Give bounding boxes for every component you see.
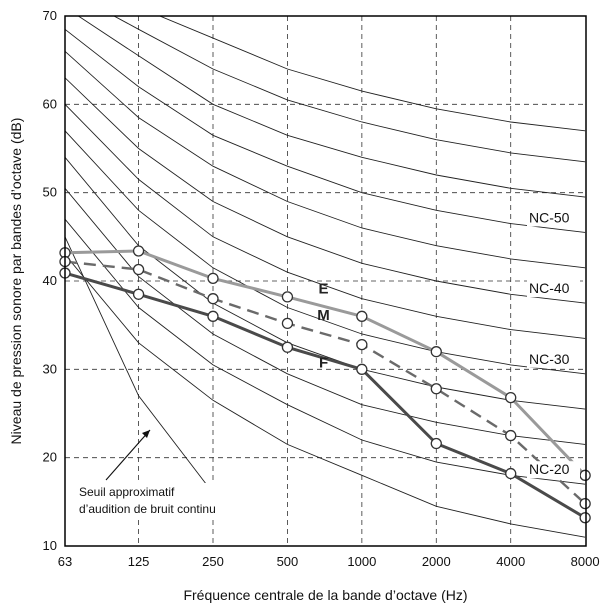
nc-curve bbox=[158, 16, 586, 132]
y-tick-label: 40 bbox=[43, 273, 57, 288]
x-tick-label: 1000 bbox=[347, 554, 376, 569]
data-point-F bbox=[430, 437, 442, 450]
x-tick-label: 4000 bbox=[496, 554, 525, 569]
x-tick-label: 63 bbox=[58, 554, 72, 569]
hearing-threshold-curve bbox=[65, 236, 214, 494]
hearing-threshold-line bbox=[65, 236, 214, 494]
nc-curve bbox=[65, 130, 586, 375]
data-point-M bbox=[207, 293, 219, 305]
data-point-M bbox=[430, 383, 442, 395]
series-label-F: F bbox=[319, 355, 328, 372]
nc-label: NC-30 bbox=[529, 351, 570, 367]
x-axis-title: Fréquence centrale de la bande d’octave … bbox=[183, 587, 467, 603]
nc-curve bbox=[65, 188, 586, 445]
threshold-annotation: Seuil approximatif d’audition de bruit co… bbox=[72, 429, 257, 519]
x-tick-label: 250 bbox=[202, 554, 224, 569]
y-tick-label: 10 bbox=[43, 538, 57, 553]
plot-frame bbox=[64, 15, 587, 547]
nc-label: NC-20 bbox=[529, 461, 570, 477]
data-point-E bbox=[132, 245, 145, 257]
nc-labels: NC-20 NC-30 NC-40 NC-50 bbox=[527, 209, 580, 479]
annotation-bg bbox=[72, 483, 257, 519]
data-point-F bbox=[579, 512, 591, 524]
series-line-M bbox=[64, 260, 586, 505]
data-point-E bbox=[281, 291, 294, 303]
y-tick-label: 20 bbox=[43, 450, 57, 465]
series-label-M: M bbox=[317, 307, 330, 324]
x-tick-labels: 63 125 250 500 1000 2000 4000 8000 bbox=[58, 554, 600, 569]
y-tick-label: 30 bbox=[43, 361, 57, 376]
data-point-E bbox=[356, 310, 368, 322]
nc-curve bbox=[65, 218, 586, 485]
y-axis-title: Niveau de pression sonore par bandes d’o… bbox=[8, 118, 24, 445]
annotation-arrow-line bbox=[105, 429, 151, 481]
nc-curve bbox=[65, 50, 586, 269]
data-point-E bbox=[505, 391, 517, 404]
x-tick-label: 500 bbox=[277, 554, 299, 569]
data-point-F bbox=[505, 467, 517, 480]
x-tick-label: 8000 bbox=[571, 554, 600, 569]
data-point-M bbox=[579, 497, 591, 510]
nc-label-bg bbox=[527, 280, 580, 298]
data-point-F bbox=[132, 288, 145, 300]
nc-curve bbox=[65, 77, 586, 304]
data-point-F bbox=[356, 363, 368, 375]
nc-curves bbox=[65, 16, 586, 538]
annotation-text: d’audition de bruit continu bbox=[79, 502, 216, 516]
nc-label-bg bbox=[527, 209, 580, 227]
nc-curve bbox=[113, 16, 586, 163]
y-tick-label: 60 bbox=[43, 96, 57, 111]
nc-curve bbox=[65, 254, 586, 538]
annotation-text: Seuil approximatif bbox=[79, 485, 175, 499]
data-point-M bbox=[281, 317, 294, 330]
data-point-M bbox=[505, 429, 517, 442]
series-labels: EM F bbox=[317, 280, 330, 371]
nc-curve bbox=[77, 16, 586, 198]
x-tick-label: 125 bbox=[128, 554, 150, 569]
data-point-M bbox=[132, 263, 145, 276]
nc-label: NC-50 bbox=[529, 209, 570, 225]
data-point-E bbox=[207, 272, 219, 285]
series-line-F bbox=[64, 271, 586, 519]
nc-label: NC-40 bbox=[529, 280, 570, 296]
series-label-E: E bbox=[319, 280, 329, 297]
data-point-E bbox=[579, 469, 591, 481]
nc-label-bg bbox=[527, 350, 580, 368]
y-tick-labels: 10 20 30 40 50 60 70 bbox=[43, 8, 57, 553]
nc-curve bbox=[65, 103, 586, 339]
series-line-E bbox=[64, 249, 587, 477]
data-point-M bbox=[356, 338, 368, 351]
data-point-E bbox=[430, 346, 442, 358]
x-tick-label: 2000 bbox=[422, 554, 451, 569]
nc-curve bbox=[65, 28, 586, 233]
data-point-F bbox=[281, 341, 294, 353]
y-tick-label: 70 bbox=[43, 8, 57, 23]
nc-label-bg bbox=[527, 461, 580, 479]
y-tick-label: 50 bbox=[43, 185, 57, 200]
annotation-arrow-head bbox=[142, 430, 150, 438]
data-point-F bbox=[207, 310, 219, 322]
